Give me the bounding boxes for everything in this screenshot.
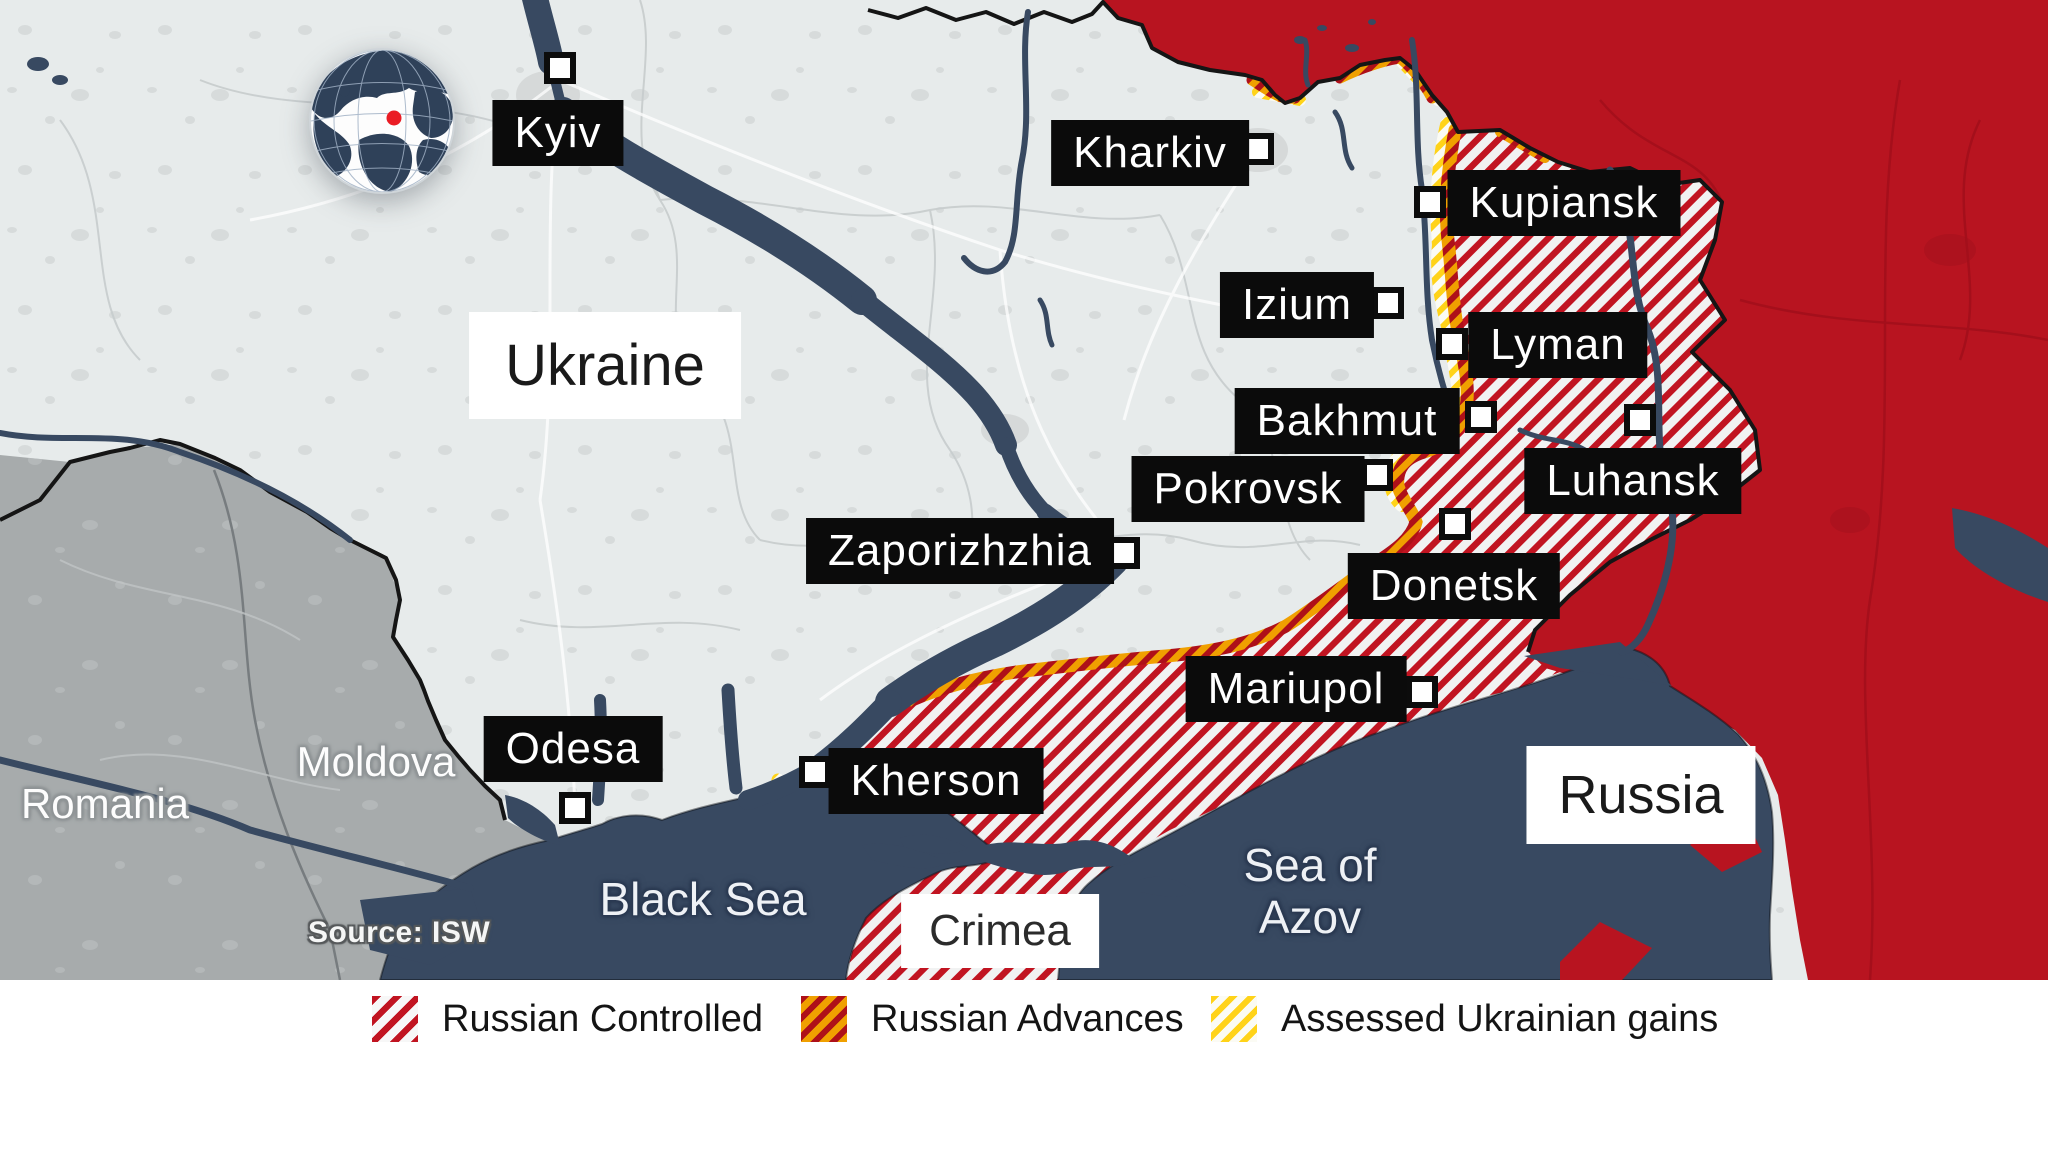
city-label-mariupol: Mariupol xyxy=(1185,656,1407,723)
city-label-zaporizhzhia: Zaporizhzhia xyxy=(806,518,1114,585)
ukrainian-gains-swatch-icon xyxy=(1211,996,1257,1042)
location-dot xyxy=(386,110,402,126)
city-marker-kherson xyxy=(799,756,831,788)
ukraine-label: Ukraine xyxy=(469,312,741,419)
moldova-label: Moldova xyxy=(296,738,456,785)
city-marker-bakhmut xyxy=(1465,401,1497,433)
black-sea-label: Black Sea xyxy=(599,873,807,925)
city-marker-kyiv xyxy=(544,52,576,84)
sea-of-azov-label-line1: Sea of xyxy=(1243,839,1377,891)
locator-globe-icon xyxy=(309,48,455,194)
legend-item-russian-controlled: Russian Controlled xyxy=(372,996,763,1042)
source-attribution: Source: ISW xyxy=(308,916,491,949)
city-marker-lyman xyxy=(1436,328,1468,360)
city-label-bakhmut: Bakhmut xyxy=(1234,388,1460,455)
city-label-kyiv: Kyiv xyxy=(492,100,624,167)
city-label-kharkiv: Kharkiv xyxy=(1051,120,1249,187)
crimea-label: Crimea xyxy=(901,894,1099,968)
city-label-kupiansk: Kupiansk xyxy=(1447,170,1681,237)
city-label-donetsk: Donetsk xyxy=(1347,553,1561,620)
legend-item-russian-advances: Russian Advances xyxy=(801,996,1184,1042)
city-marker-izium xyxy=(1372,287,1404,319)
russian-advances-swatch-icon xyxy=(801,996,847,1042)
city-marker-pokrovsk xyxy=(1361,459,1393,491)
city-marker-donetsk xyxy=(1439,508,1471,540)
legend-label-russian-controlled: Russian Controlled xyxy=(442,997,764,1040)
russia-area xyxy=(1103,0,2048,980)
neighbor-countries xyxy=(0,444,560,980)
city-marker-odesa xyxy=(559,792,591,824)
city-label-lyman: Lyman xyxy=(1468,312,1648,379)
city-label-luhansk: Luhansk xyxy=(1524,448,1742,515)
city-label-pokrovsk: Pokrovsk xyxy=(1131,456,1365,523)
city-marker-mariupol xyxy=(1406,676,1438,708)
city-label-izium: Izium xyxy=(1219,272,1375,339)
romania-label: Romania xyxy=(20,780,190,827)
legend-item-ukrainian-gains: Assessed Ukrainian gains xyxy=(1211,996,1718,1042)
city-label-odesa: Odesa xyxy=(483,716,663,783)
legend-bar: Russian Controlled Russian Advances Asse… xyxy=(0,980,2048,1152)
city-marker-kupiansk xyxy=(1414,186,1446,218)
russian-controlled-swatch-icon xyxy=(372,996,418,1042)
legend-label-russian-advances: Russian Advances xyxy=(871,997,1184,1040)
city-label-kherson: Kherson xyxy=(828,748,1044,815)
legend-label-ukrainian-gains: Assessed Ukrainian gains xyxy=(1281,997,1719,1040)
water-bodies xyxy=(27,19,2048,980)
city-marker-luhansk xyxy=(1624,404,1656,436)
sea-of-azov-label-line2: Azov xyxy=(1258,891,1362,943)
russia-label: Russia xyxy=(1526,746,1756,844)
